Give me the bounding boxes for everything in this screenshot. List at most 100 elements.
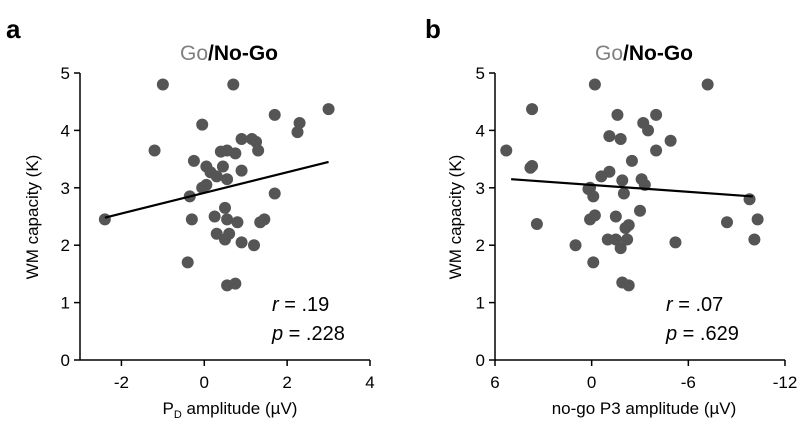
x-tick-label: 6 (490, 373, 499, 392)
r-value: = .07 (673, 294, 724, 316)
data-point (721, 216, 733, 229)
y-tick-label: 1 (476, 294, 485, 313)
p-value: = .228 (283, 323, 345, 345)
x-tick-label: 2 (282, 373, 291, 392)
panel-a-points (98, 78, 335, 292)
data-point (235, 133, 248, 146)
data-point (500, 144, 513, 157)
data-point (208, 210, 221, 223)
panel-b: b Go/No-Go WM capacity (K) no-go P3 ampl… (425, 14, 797, 418)
data-point (254, 216, 267, 229)
data-point (196, 181, 209, 194)
data-point (235, 236, 248, 249)
data-point (235, 164, 248, 177)
data-point (587, 256, 600, 269)
data-point (569, 239, 582, 252)
title-nogo: No-Go (214, 42, 278, 65)
data-point (530, 217, 543, 230)
data-point (587, 190, 600, 203)
x-tick-label: -6 (681, 373, 696, 392)
panel-a-ticks: 0 1 2 3 4 5 -2 0 2 4 (61, 64, 375, 392)
x-tick-label: 0 (587, 373, 596, 392)
y-tick-label: 3 (476, 179, 485, 198)
panel-a-p-stat: p = .228 (271, 323, 345, 345)
x-axis-label-suffix: amplitude (µV) (182, 399, 298, 418)
data-point (611, 108, 624, 121)
y-tick-label: 3 (61, 179, 70, 198)
data-point (616, 174, 629, 187)
y-tick-label: 4 (476, 121, 485, 140)
panel-a-y-axis-label: WM capacity (K) (23, 155, 42, 280)
panel-a-title: Go/No-Go (180, 42, 278, 65)
panel-b-y-axis-label: WM capacity (K) (446, 155, 465, 280)
data-point (214, 145, 227, 158)
data-point (622, 219, 635, 232)
data-point (625, 154, 638, 167)
data-point (603, 130, 616, 143)
data-point (322, 103, 335, 116)
data-point (227, 78, 240, 91)
data-point (148, 144, 161, 157)
panel-b-title: Go/No-Go (595, 42, 693, 65)
p-value: = .629 (677, 323, 739, 345)
data-point (181, 256, 194, 269)
data-point (210, 170, 223, 183)
data-point (268, 187, 281, 200)
x-tick-label: -12 (773, 373, 798, 392)
title-separator: / (208, 42, 214, 65)
data-point (748, 233, 761, 246)
data-point (156, 78, 169, 91)
panel-b-points (500, 78, 764, 292)
x-tick-label: 0 (200, 373, 209, 392)
r-symbol: r (666, 294, 674, 316)
data-point (584, 213, 597, 226)
data-point (751, 213, 764, 226)
data-point (614, 242, 627, 255)
y-tick-label: 2 (61, 236, 70, 255)
r-value: = .19 (279, 294, 330, 316)
data-point (595, 170, 608, 183)
y-tick-label: 5 (61, 64, 70, 83)
x-tick-label: 4 (365, 373, 374, 392)
data-point (669, 236, 682, 249)
y-tick-label: 5 (476, 64, 485, 83)
r-symbol: r (272, 294, 280, 316)
title-go: Go (180, 42, 208, 65)
data-point (252, 144, 265, 157)
data-point (216, 160, 229, 173)
data-point (291, 126, 304, 139)
y-tick-label: 2 (476, 236, 485, 255)
x-axis-label-subscript: D (174, 409, 182, 421)
panel-b-regression-line (511, 178, 753, 198)
title-separator: / (623, 42, 629, 65)
data-point (185, 213, 198, 226)
p-symbol: p (271, 323, 283, 345)
data-point (614, 133, 627, 146)
panel-letter-a: a (6, 14, 21, 44)
data-point (293, 116, 306, 129)
panel-b-x-axis-label: no-go P3 amplitude (µV) (552, 399, 737, 418)
data-point (609, 210, 622, 223)
data-point (248, 239, 260, 252)
data-point (221, 173, 234, 186)
y-tick-label: 1 (61, 294, 70, 313)
data-point (219, 201, 231, 214)
panel-b-p-stat: p = .629 (665, 323, 739, 345)
panel-a-r-stat: r = .19 (272, 294, 329, 316)
data-point (526, 159, 539, 172)
data-point (701, 78, 714, 91)
y-tick-label: 4 (61, 121, 70, 140)
data-point (650, 144, 663, 157)
data-point (196, 118, 209, 131)
data-point (219, 233, 231, 246)
data-point (231, 216, 244, 229)
panel-a: a Go/No-Go WM capacity (K) PD amplitude … (6, 14, 375, 421)
panel-a-x-axis-label: PD amplitude (µV) (163, 399, 298, 421)
p-symbol: p (665, 323, 677, 345)
data-point (221, 213, 234, 226)
data-point (229, 277, 242, 290)
data-point (622, 279, 635, 292)
panel-a-regression-line (104, 160, 329, 219)
